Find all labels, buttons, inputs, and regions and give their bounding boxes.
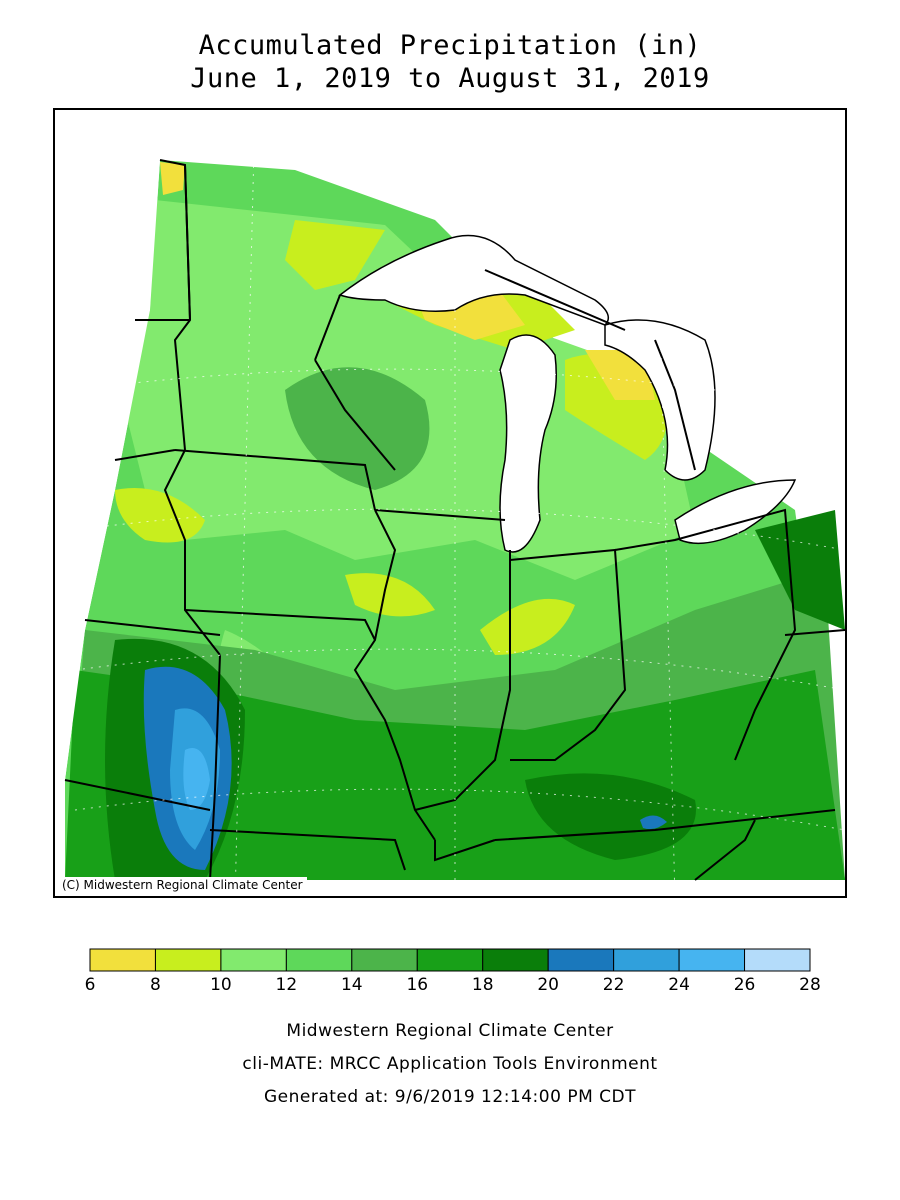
legend-bin-14-16 bbox=[351, 948, 418, 972]
footer-organization: Midwestern Regional Climate Center bbox=[286, 1021, 614, 1041]
legend-bin-10-12 bbox=[220, 948, 287, 972]
precipitation-map: (C) Midwestern Regional Climate Center bbox=[53, 108, 847, 898]
precip-band-8-10-ia bbox=[115, 488, 205, 543]
legend-tick-label: 14 bbox=[340, 975, 363, 995]
precip-band-20-22-ky bbox=[640, 815, 667, 830]
legend-tick-label: 24 bbox=[668, 975, 690, 995]
map-date-range: June 1, 2019 to August 31, 2019 bbox=[190, 63, 710, 94]
lake-erie bbox=[674, 479, 797, 545]
lake-superior bbox=[338, 234, 610, 326]
legend-bin-20-22 bbox=[547, 948, 615, 972]
state-borders bbox=[64, 159, 845, 881]
map-title: Accumulated Precipitation (in) bbox=[198, 30, 702, 61]
legend-bin-24-26 bbox=[678, 948, 746, 972]
legend-bin-26-28 bbox=[744, 948, 811, 972]
footer-generated-at: Generated at: 9/6/2019 12:14:00 PM CDT bbox=[264, 1087, 636, 1107]
legend-tick-label: 20 bbox=[537, 975, 559, 995]
precip-band-18-20-oh bbox=[755, 510, 845, 630]
legend-tick-label: 18 bbox=[471, 975, 494, 995]
legend-tick-label: 10 bbox=[210, 975, 232, 995]
precip-band-24-26 bbox=[183, 748, 210, 810]
legend-tick-label: 6 bbox=[84, 975, 96, 995]
precip-band-8-10-north bbox=[285, 220, 385, 290]
legend-tick-label: 28 bbox=[799, 975, 821, 995]
precip-band-18-20-ky bbox=[525, 773, 696, 860]
precip-band-8-10-il bbox=[345, 573, 435, 617]
legend-bin-12-14 bbox=[285, 948, 353, 972]
legend-tick-label: 8 bbox=[150, 975, 161, 995]
legend-tick-label: 22 bbox=[602, 975, 625, 995]
legend-color-bar bbox=[89, 948, 811, 972]
out-of-domain-left bbox=[55, 110, 160, 896]
out-of-domain bbox=[435, 110, 845, 510]
legend-bin-18-20 bbox=[482, 948, 549, 972]
lake-michigan bbox=[499, 334, 557, 553]
map-copyright: (C) Midwestern Regional Climate Center bbox=[58, 877, 307, 893]
map-canvas bbox=[55, 110, 845, 896]
precip-band-6-8-nw bbox=[160, 162, 185, 195]
precip-band-8-10-in bbox=[480, 598, 575, 655]
precip-band-14-16-wi bbox=[285, 367, 430, 490]
legend-bin-22-24 bbox=[613, 948, 680, 972]
footer-application: cli-MATE: MRCC Application Tools Environ… bbox=[242, 1054, 658, 1074]
legend-tick-label: 16 bbox=[406, 975, 429, 995]
legend-bin-6-8 bbox=[89, 948, 156, 972]
legend-bin-16-18 bbox=[416, 948, 484, 972]
legend-tick-label: 12 bbox=[275, 975, 298, 995]
legend-bin-8-10 bbox=[154, 948, 222, 972]
legend-tick-label: 26 bbox=[733, 975, 756, 995]
